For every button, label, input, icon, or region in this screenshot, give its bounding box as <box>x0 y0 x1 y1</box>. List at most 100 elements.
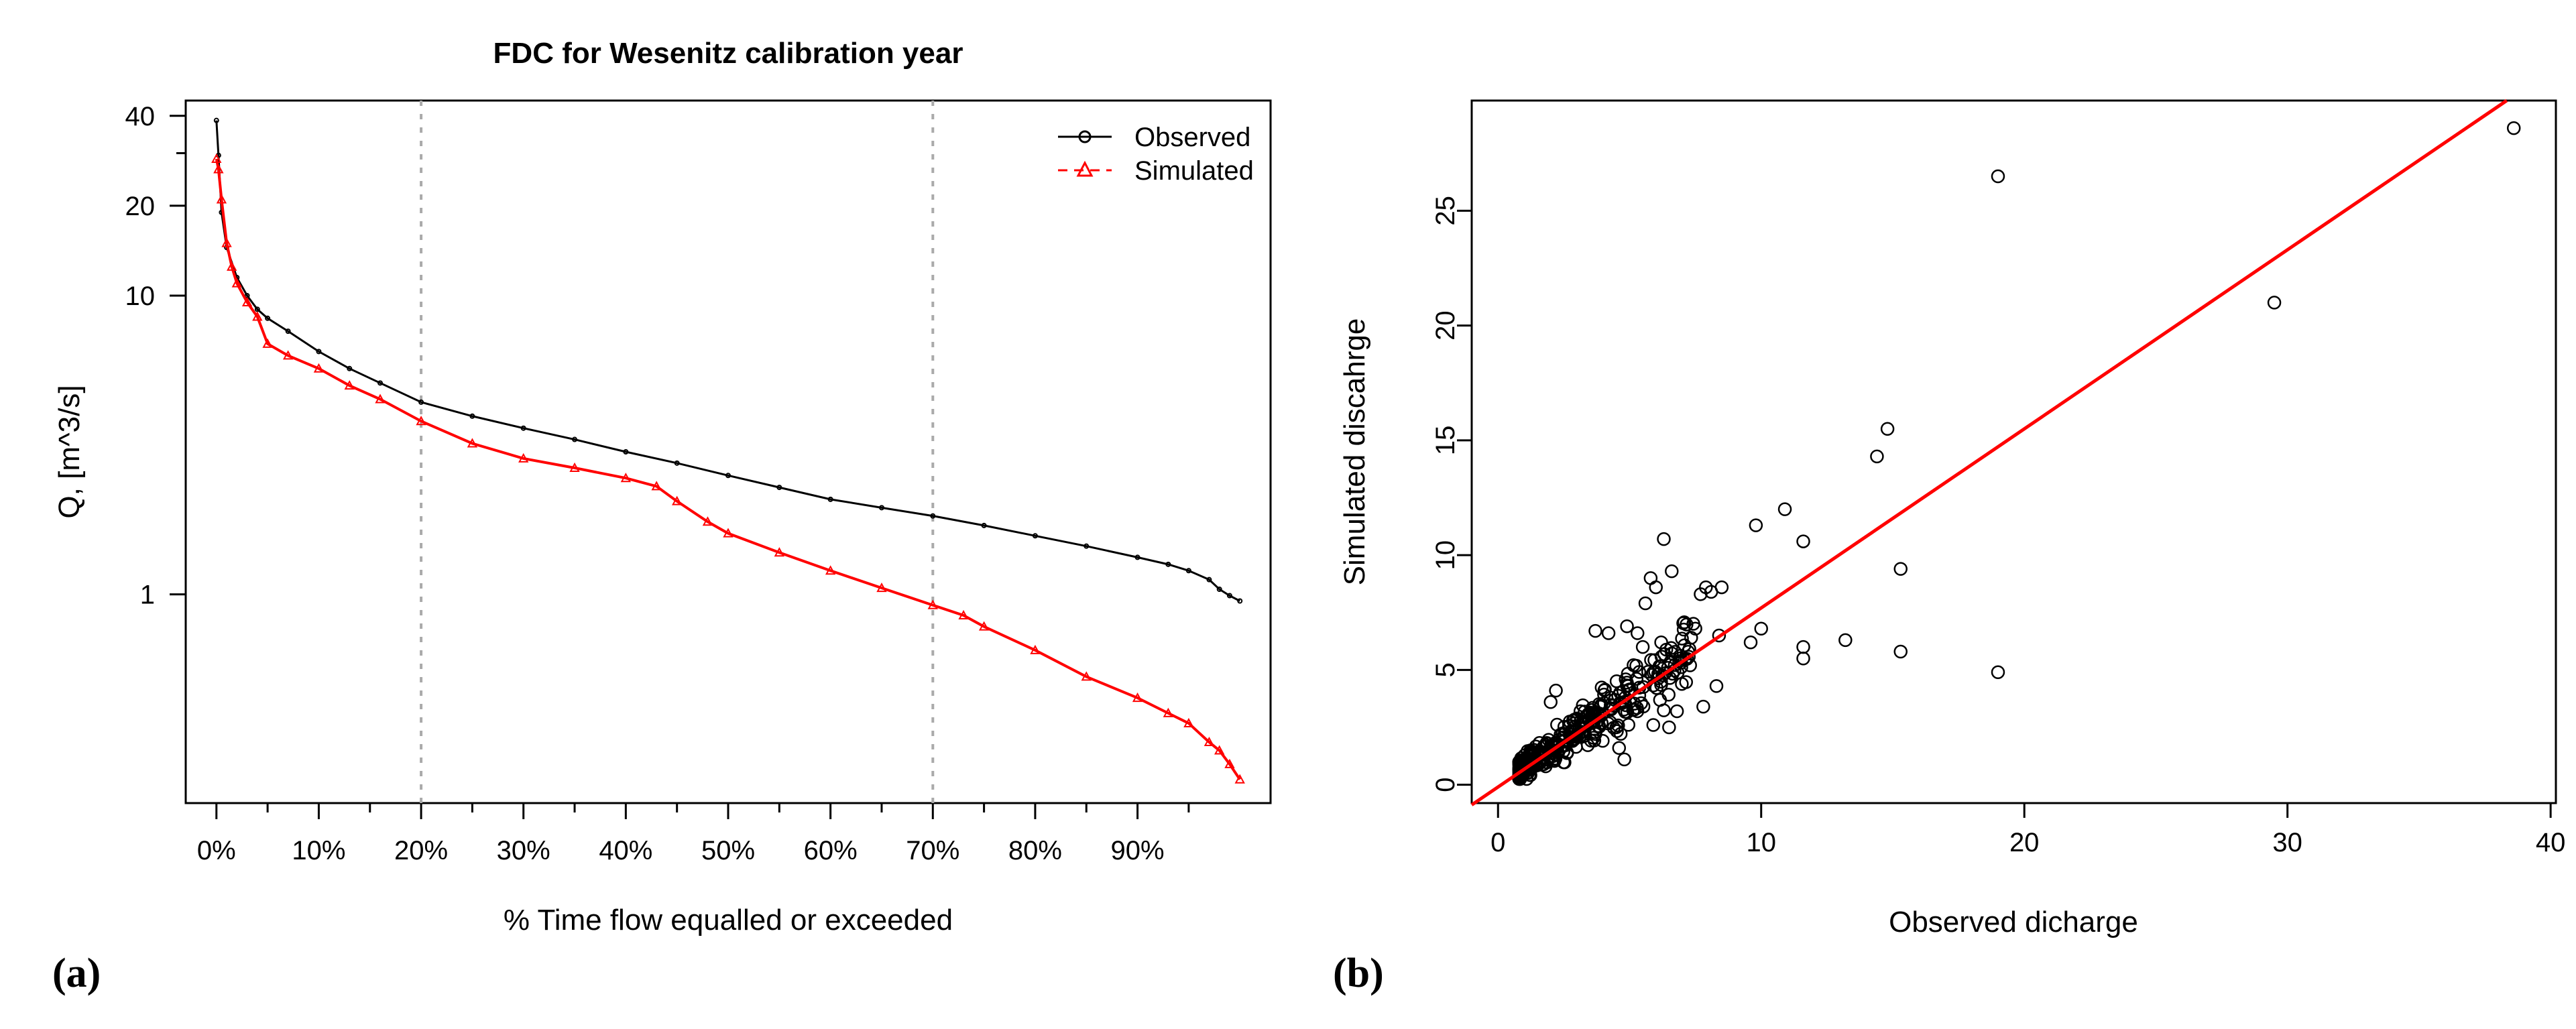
simulated-point <box>1030 644 1041 654</box>
simulated-point <box>467 438 478 448</box>
observed-point <box>316 349 322 355</box>
x-tick-label: 60% <box>804 836 858 865</box>
simulated-point <box>671 495 683 505</box>
scatter-point <box>1683 658 1698 672</box>
observed-point <box>725 473 731 479</box>
observed-point <box>1185 568 1191 574</box>
simulated-point <box>876 583 887 593</box>
observed-point <box>1084 543 1090 549</box>
fdc-legend: Observed Simulated <box>1058 123 1254 186</box>
observed-point <box>623 449 629 455</box>
scatter-point <box>1590 713 1604 728</box>
scatter-point <box>1641 664 1655 679</box>
simulated-point <box>252 311 263 321</box>
scatter-point <box>1596 733 1610 748</box>
simulated-point <box>416 416 426 426</box>
scatter-point <box>1594 680 1609 694</box>
x-tick-label: 40 <box>2536 828 2566 857</box>
observed-point <box>1226 593 1232 599</box>
simulated-point <box>620 473 632 483</box>
series-observed-line <box>215 120 1240 602</box>
observed-point <box>1165 561 1171 567</box>
simulated-point <box>1183 717 1194 727</box>
y-tick-label: 10 <box>125 282 156 311</box>
y-tick-label: 10 <box>1431 540 1460 570</box>
scatter-point <box>1675 677 1689 691</box>
observed-point <box>827 496 833 502</box>
fdc-y-axis: 1 10 20 40 <box>125 102 186 610</box>
observed-point <box>418 399 424 405</box>
simulated-point <box>825 565 836 575</box>
fdc-x-axis-title: % Time flow equalled or exceeded <box>504 904 953 936</box>
simulated-point <box>213 164 224 174</box>
scatter-point <box>1617 752 1631 767</box>
simulated-point <box>211 153 222 164</box>
scatter-point <box>1667 645 1682 659</box>
scatter-point <box>1991 665 2005 680</box>
simulated-point <box>774 547 785 557</box>
observed-point <box>776 485 782 491</box>
x-tick-label: 10% <box>292 836 345 865</box>
scatter-point <box>1531 753 1546 768</box>
fdc-series <box>211 117 1245 784</box>
observed-point <box>878 505 884 511</box>
scatter-point <box>1588 623 1602 638</box>
observed-point <box>674 460 680 466</box>
observed-point <box>1134 554 1140 560</box>
observed-point <box>265 315 271 321</box>
scatter-point <box>1574 721 1589 735</box>
fit-line <box>1470 99 2508 806</box>
scatter-point <box>1796 651 1810 666</box>
x-tick-label: 80% <box>1008 836 1062 865</box>
simulated-point <box>231 278 243 288</box>
simulated-point <box>569 462 580 473</box>
scatter-point <box>1629 658 1643 673</box>
legend-observed-label: Observed <box>1134 123 1250 152</box>
observed-point <box>347 365 353 371</box>
scatter-x-axis: 0 10 20 30 40 <box>1490 803 2565 857</box>
legend-observed-marker <box>1078 130 1092 143</box>
scatter-point <box>1532 736 1547 750</box>
x-tick-label: 0 <box>1490 828 1505 857</box>
scatter-x-axis-title: Observed dicharge <box>1889 906 2138 939</box>
fdc-y-axis-title: Q, [m^3/s] <box>53 385 86 518</box>
scatter-point <box>1541 733 1556 747</box>
simulated-point <box>221 237 232 247</box>
scatter-point <box>1549 683 1563 698</box>
scatter-point <box>1694 587 1708 601</box>
simulated-point <box>1224 758 1235 768</box>
scatter-point <box>1991 169 2005 184</box>
scatter-point <box>1539 747 1554 761</box>
scatter-point <box>1529 739 1543 753</box>
observed-point <box>469 413 475 419</box>
scatter-point <box>1652 659 1667 674</box>
fdc-chart-title: FDC for Wesenitz calibration year <box>493 37 963 70</box>
y-tick-label: 25 <box>1431 196 1460 226</box>
scatter-point <box>1749 518 1763 532</box>
y-tick-label: 5 <box>1431 662 1460 677</box>
series-simulated-line <box>215 158 1241 780</box>
observed-point <box>1206 577 1212 583</box>
scatter-point <box>1636 680 1651 694</box>
simulated-point <box>375 394 386 404</box>
simulated-point <box>1081 671 1092 681</box>
scatter-point <box>1629 672 1644 686</box>
scatter-point <box>1777 502 1792 516</box>
scatter-point <box>1543 695 1558 709</box>
scatter-point <box>1796 640 1810 654</box>
fdc-plot-frame <box>184 99 1272 804</box>
scatter-point <box>1604 701 1618 715</box>
scatter-point <box>1615 696 1629 711</box>
observed-point <box>981 522 987 528</box>
simulated-point <box>518 452 529 463</box>
simulated-point <box>282 350 294 360</box>
scatter-point <box>1646 718 1661 732</box>
scatter-point <box>1631 626 1645 640</box>
scatter-point <box>1838 633 1853 648</box>
legend-simulated-marker <box>1076 160 1094 177</box>
scatter-point <box>1627 703 1642 717</box>
x-tick-label: 20% <box>394 836 448 865</box>
x-tick-label: 10 <box>1746 828 1776 857</box>
observed-point <box>377 380 384 386</box>
